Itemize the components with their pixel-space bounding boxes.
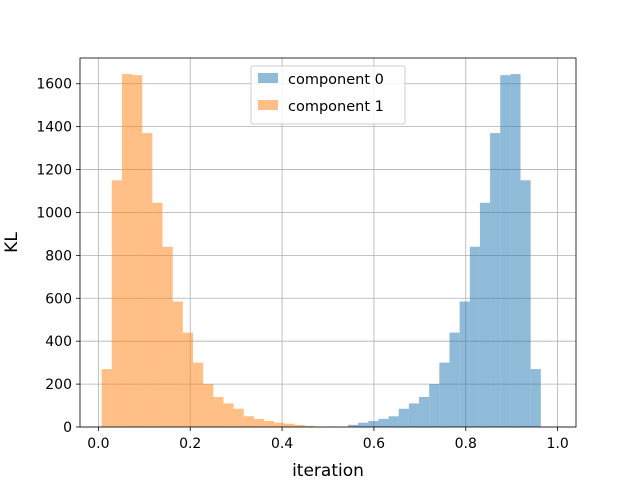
histogram-bar-component-0 bbox=[449, 332, 460, 427]
histogram-bar-component-0 bbox=[347, 424, 359, 427]
histogram-bar-component-1 bbox=[264, 420, 275, 427]
legend-label-component-1: component 1 bbox=[288, 99, 384, 115]
histogram-bar-component-1 bbox=[253, 418, 265, 427]
plot-frame bbox=[79, 57, 577, 428]
y-axis-label: KL bbox=[2, 232, 22, 253]
legend-swatch-component-0 bbox=[258, 73, 278, 83]
histogram-bar-component-1 bbox=[101, 369, 112, 427]
histogram-bar-component-1 bbox=[111, 180, 122, 427]
histogram-bar-component-0 bbox=[368, 420, 379, 427]
histogram-bar-component-0 bbox=[490, 133, 501, 427]
y-tick-label: 1400 bbox=[36, 120, 72, 136]
y-tick-label: 1600 bbox=[36, 77, 72, 93]
histogram-bar-component-1 bbox=[121, 74, 133, 427]
y-tick-label: 1000 bbox=[36, 205, 72, 221]
x-axis-label: iteration bbox=[292, 461, 364, 480]
y-tick-label: 800 bbox=[45, 248, 72, 264]
x-tick-label: 0.4 bbox=[271, 436, 293, 452]
histogram-bar-component-0 bbox=[520, 180, 531, 427]
histogram-bar-component-0 bbox=[358, 422, 369, 427]
histogram-bars bbox=[101, 74, 541, 428]
histogram-bar-component-0 bbox=[469, 246, 480, 427]
histogram-bar-component-0 bbox=[459, 301, 470, 427]
histogram-bar-component-0 bbox=[530, 369, 541, 427]
histogram-bar-component-1 bbox=[203, 384, 214, 427]
histogram-bar-component-1 bbox=[243, 416, 254, 427]
y-tick-label: 200 bbox=[45, 377, 72, 393]
histogram-bar-component-0 bbox=[439, 362, 450, 427]
histogram-bar-component-0 bbox=[419, 396, 430, 427]
histogram-bar-component-1 bbox=[294, 424, 305, 427]
y-tick-label: 600 bbox=[45, 291, 72, 307]
x-tick-label: 1.0 bbox=[546, 436, 568, 452]
legend-label-component-0: component 0 bbox=[288, 72, 384, 88]
y-axis-ticks: 0 200 400 600 800 1000 1200 1400 1600 bbox=[36, 77, 80, 436]
histogram-bar-component-0 bbox=[479, 202, 491, 427]
histogram-bar-component-1 bbox=[142, 133, 153, 427]
histogram-bar-component-1 bbox=[304, 425, 315, 427]
x-tick-label: 0.6 bbox=[363, 436, 385, 452]
legend-swatch-component-1 bbox=[258, 100, 278, 110]
legend-box bbox=[250, 65, 406, 125]
histogram-bar-component-0 bbox=[388, 416, 399, 427]
histogram-bar-component-1 bbox=[182, 332, 193, 427]
histogram-bar-component-1 bbox=[213, 396, 224, 427]
y-tick-label: 0 bbox=[63, 420, 72, 436]
histogram-bar-component-1 bbox=[172, 301, 183, 427]
x-axis-ticks: 0.0 0.2 0.4 0.6 0.8 1.0 bbox=[87, 427, 569, 452]
histogram-bar-component-0 bbox=[408, 403, 420, 427]
histogram-bar-component-1 bbox=[223, 403, 234, 427]
x-tick-label: 0.0 bbox=[87, 436, 109, 452]
legend: component 0 component 1 bbox=[250, 65, 406, 125]
histogram-bar-component-0 bbox=[510, 74, 521, 427]
histogram-bar-component-1 bbox=[152, 202, 163, 427]
histogram-bar-component-1 bbox=[233, 408, 244, 427]
histogram-bar-component-0 bbox=[378, 418, 389, 427]
histogram-bar-component-0 bbox=[429, 384, 440, 427]
y-tick-label: 400 bbox=[45, 334, 72, 350]
histogram-bar-component-1 bbox=[192, 362, 204, 427]
histogram-bar-component-1 bbox=[284, 423, 295, 427]
histogram-bar-component-0 bbox=[500, 75, 511, 428]
histogram-bar-component-1 bbox=[132, 75, 143, 428]
x-tick-label: 0.8 bbox=[455, 436, 477, 452]
x-tick-label: 0.2 bbox=[179, 436, 201, 452]
histogram-bar-component-1 bbox=[274, 422, 285, 427]
y-tick-label: 1200 bbox=[36, 163, 72, 179]
histogram-bar-component-0 bbox=[398, 408, 409, 427]
histogram-bar-component-1 bbox=[162, 246, 173, 427]
